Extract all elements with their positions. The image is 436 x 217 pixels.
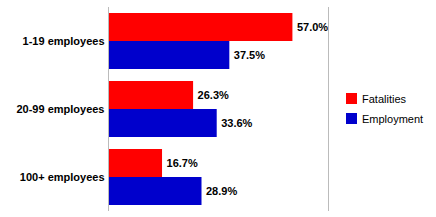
svg-text:26.3%: 26.3% xyxy=(198,89,229,101)
svg-text:1-19 employees: 1-19 employees xyxy=(23,35,105,47)
svg-text:20-99 employees: 20-99 employees xyxy=(16,103,104,115)
svg-text:37.5%: 37.5% xyxy=(234,49,265,61)
svg-text:57.0%: 57.0% xyxy=(297,21,328,33)
html-text:Fatalities: Fatalities xyxy=(362,92,406,105)
svg-text:16.7%: 16.7% xyxy=(167,157,198,169)
svg-text:28.9%: 28.9% xyxy=(206,185,237,197)
svg-text:33.6%: 33.6% xyxy=(221,117,252,129)
svg-text:100+ employees: 100+ employees xyxy=(20,171,105,183)
html-text:Employment: Employment xyxy=(362,112,424,125)
